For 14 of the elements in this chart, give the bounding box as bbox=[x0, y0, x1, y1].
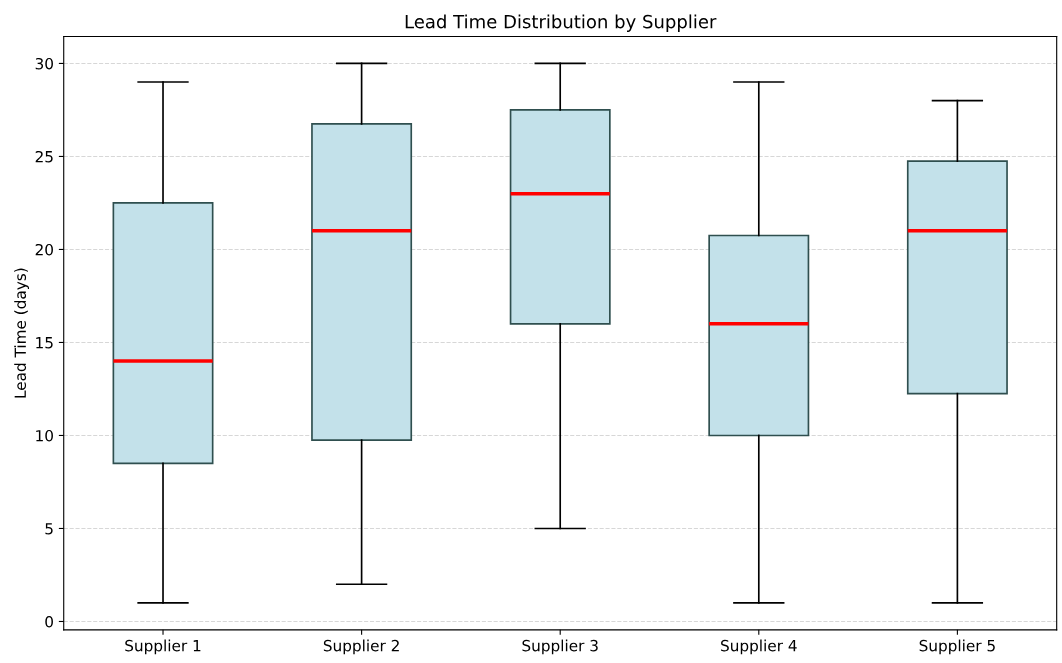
y-tick-label: 5 bbox=[45, 523, 53, 535]
x-tick-label: Supplier 4 bbox=[721, 639, 797, 655]
y-tick-label: 0 bbox=[45, 615, 53, 628]
y-axis-title: Lead Time (days) bbox=[14, 268, 29, 398]
x-tick-label: Supplier 1 bbox=[125, 639, 201, 655]
y-tick-label: 15 bbox=[36, 337, 53, 349]
x-tick-label: Supplier 5 bbox=[919, 639, 995, 655]
chart-title: Lead Time Distribution by Supplier bbox=[405, 14, 717, 32]
y-tick-label: 25 bbox=[35, 150, 53, 163]
y-tick-label: 10 bbox=[36, 429, 53, 442]
y-tick-label: 20 bbox=[35, 243, 53, 256]
x-tick-label: Supplier 2 bbox=[323, 639, 399, 655]
x-tick-label: Supplier 3 bbox=[522, 639, 598, 655]
y-tick-label: 30 bbox=[35, 57, 53, 70]
